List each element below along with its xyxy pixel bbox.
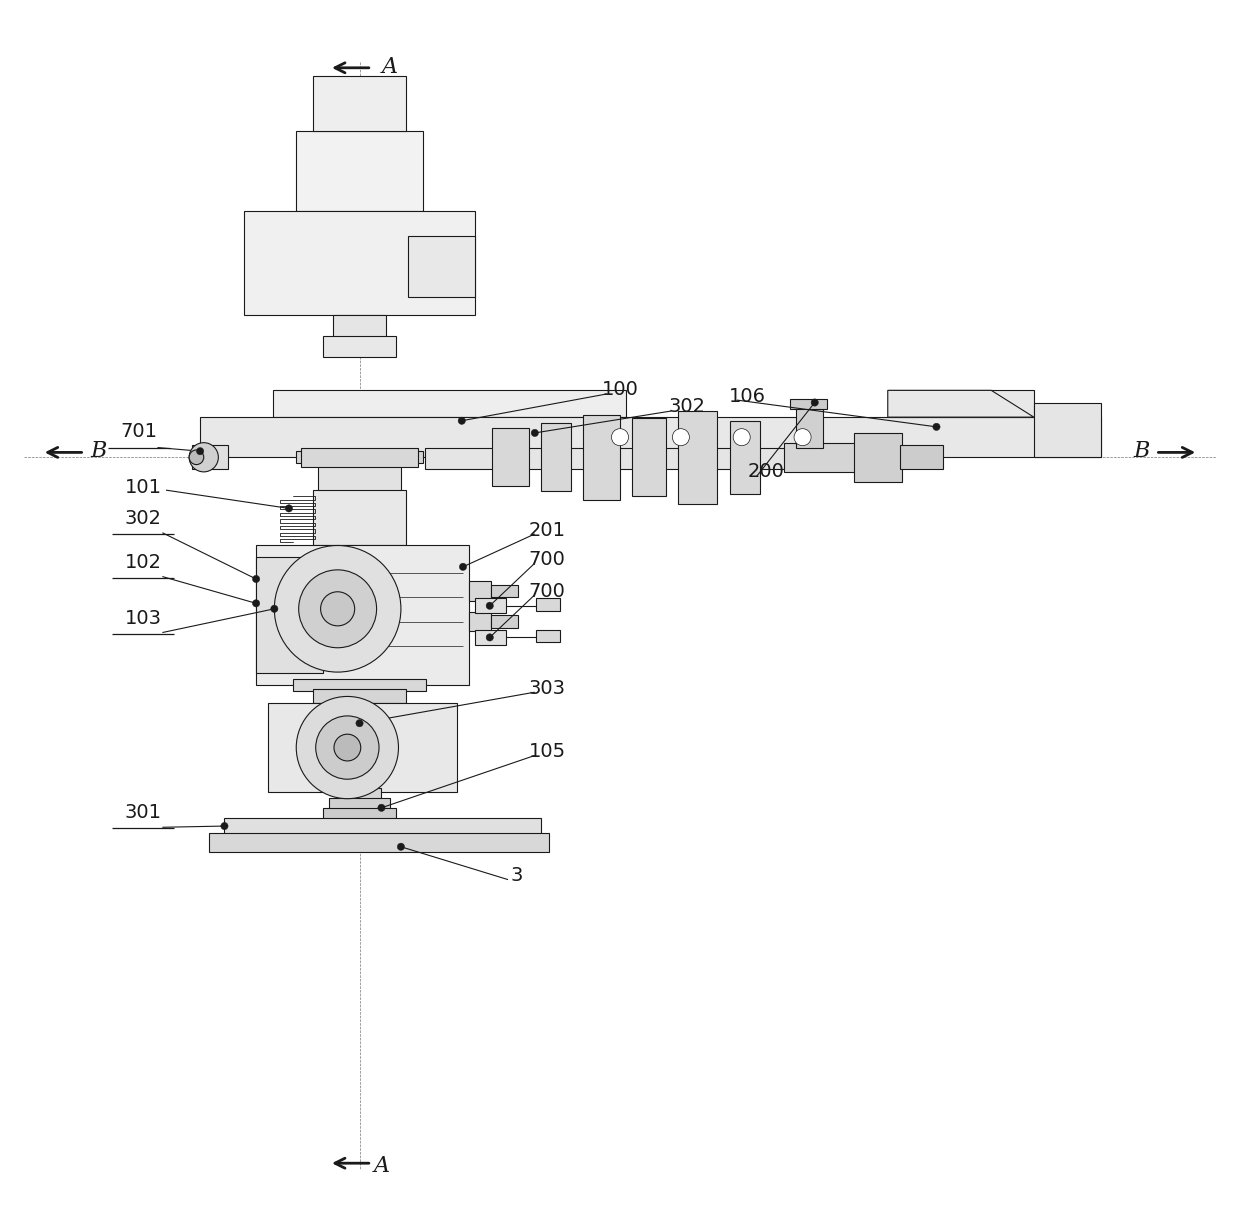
Bar [475,630,506,645]
Text: 102: 102 [124,553,161,571]
Circle shape [321,592,355,625]
Bar [314,490,405,545]
Circle shape [253,599,259,607]
Circle shape [356,720,363,726]
Circle shape [190,443,218,471]
Bar [244,212,475,315]
Text: 301: 301 [124,804,161,822]
Circle shape [274,545,401,672]
Circle shape [459,563,466,570]
Text: 200: 200 [748,463,785,481]
Bar [191,446,228,469]
Bar [1034,403,1101,457]
Circle shape [397,843,404,851]
Bar [319,457,401,494]
Bar [257,558,324,672]
Circle shape [196,448,203,454]
Bar [469,581,491,601]
Text: 106: 106 [729,387,766,406]
Bar [796,405,823,448]
Bar [584,415,620,500]
Bar [208,833,549,852]
Circle shape [285,505,293,512]
Text: 3: 3 [511,867,523,885]
Text: 302: 302 [124,508,161,528]
Circle shape [486,634,494,641]
Circle shape [296,697,398,799]
Circle shape [253,575,259,582]
Bar [314,688,405,703]
Bar [900,446,942,469]
Bar [888,390,1034,417]
Bar [408,236,475,297]
Bar [296,130,423,212]
Bar [324,336,396,357]
Circle shape [190,451,203,464]
Circle shape [794,428,811,446]
Bar [200,417,1101,457]
Text: B: B [1133,441,1149,462]
Circle shape [932,423,940,431]
Bar [492,428,528,486]
Bar [469,612,491,632]
Circle shape [270,606,278,613]
Circle shape [811,399,818,406]
Circle shape [316,716,379,779]
Circle shape [486,602,494,609]
Bar [475,598,506,613]
Text: 701: 701 [120,422,157,442]
Bar [853,433,903,481]
Bar [332,315,387,340]
Bar [790,399,827,409]
Circle shape [531,430,538,437]
Circle shape [334,734,361,761]
Bar [632,419,666,496]
Bar [314,76,405,130]
Bar [268,703,456,792]
Text: 700: 700 [528,582,565,601]
Bar [491,616,518,628]
Bar [729,421,760,494]
Text: 100: 100 [601,379,639,399]
Circle shape [611,428,629,446]
Circle shape [299,570,377,648]
Bar [273,390,626,417]
Text: 105: 105 [528,742,565,761]
Circle shape [378,804,386,811]
Bar [224,817,541,835]
Bar [785,443,859,471]
Text: 201: 201 [528,521,565,540]
Bar [541,423,572,491]
Bar [301,448,418,467]
Text: 303: 303 [528,680,565,698]
Text: A: A [374,1155,391,1177]
Bar [293,678,427,691]
Bar [536,630,560,643]
Bar [425,448,808,469]
Bar [491,585,518,597]
Circle shape [733,428,750,446]
Bar [324,808,396,820]
Text: 103: 103 [124,608,161,628]
Bar [536,598,560,611]
Text: 302: 302 [668,396,706,416]
Bar [678,411,718,503]
Polygon shape [888,390,1034,417]
Bar [296,452,423,463]
Text: A: A [382,55,398,78]
Bar [329,798,389,810]
Text: 101: 101 [124,478,161,497]
Text: B: B [91,441,107,462]
Circle shape [458,417,465,425]
Bar [257,545,469,684]
Bar [337,788,382,800]
Text: 700: 700 [528,550,565,569]
Circle shape [672,428,689,446]
Circle shape [221,822,228,830]
